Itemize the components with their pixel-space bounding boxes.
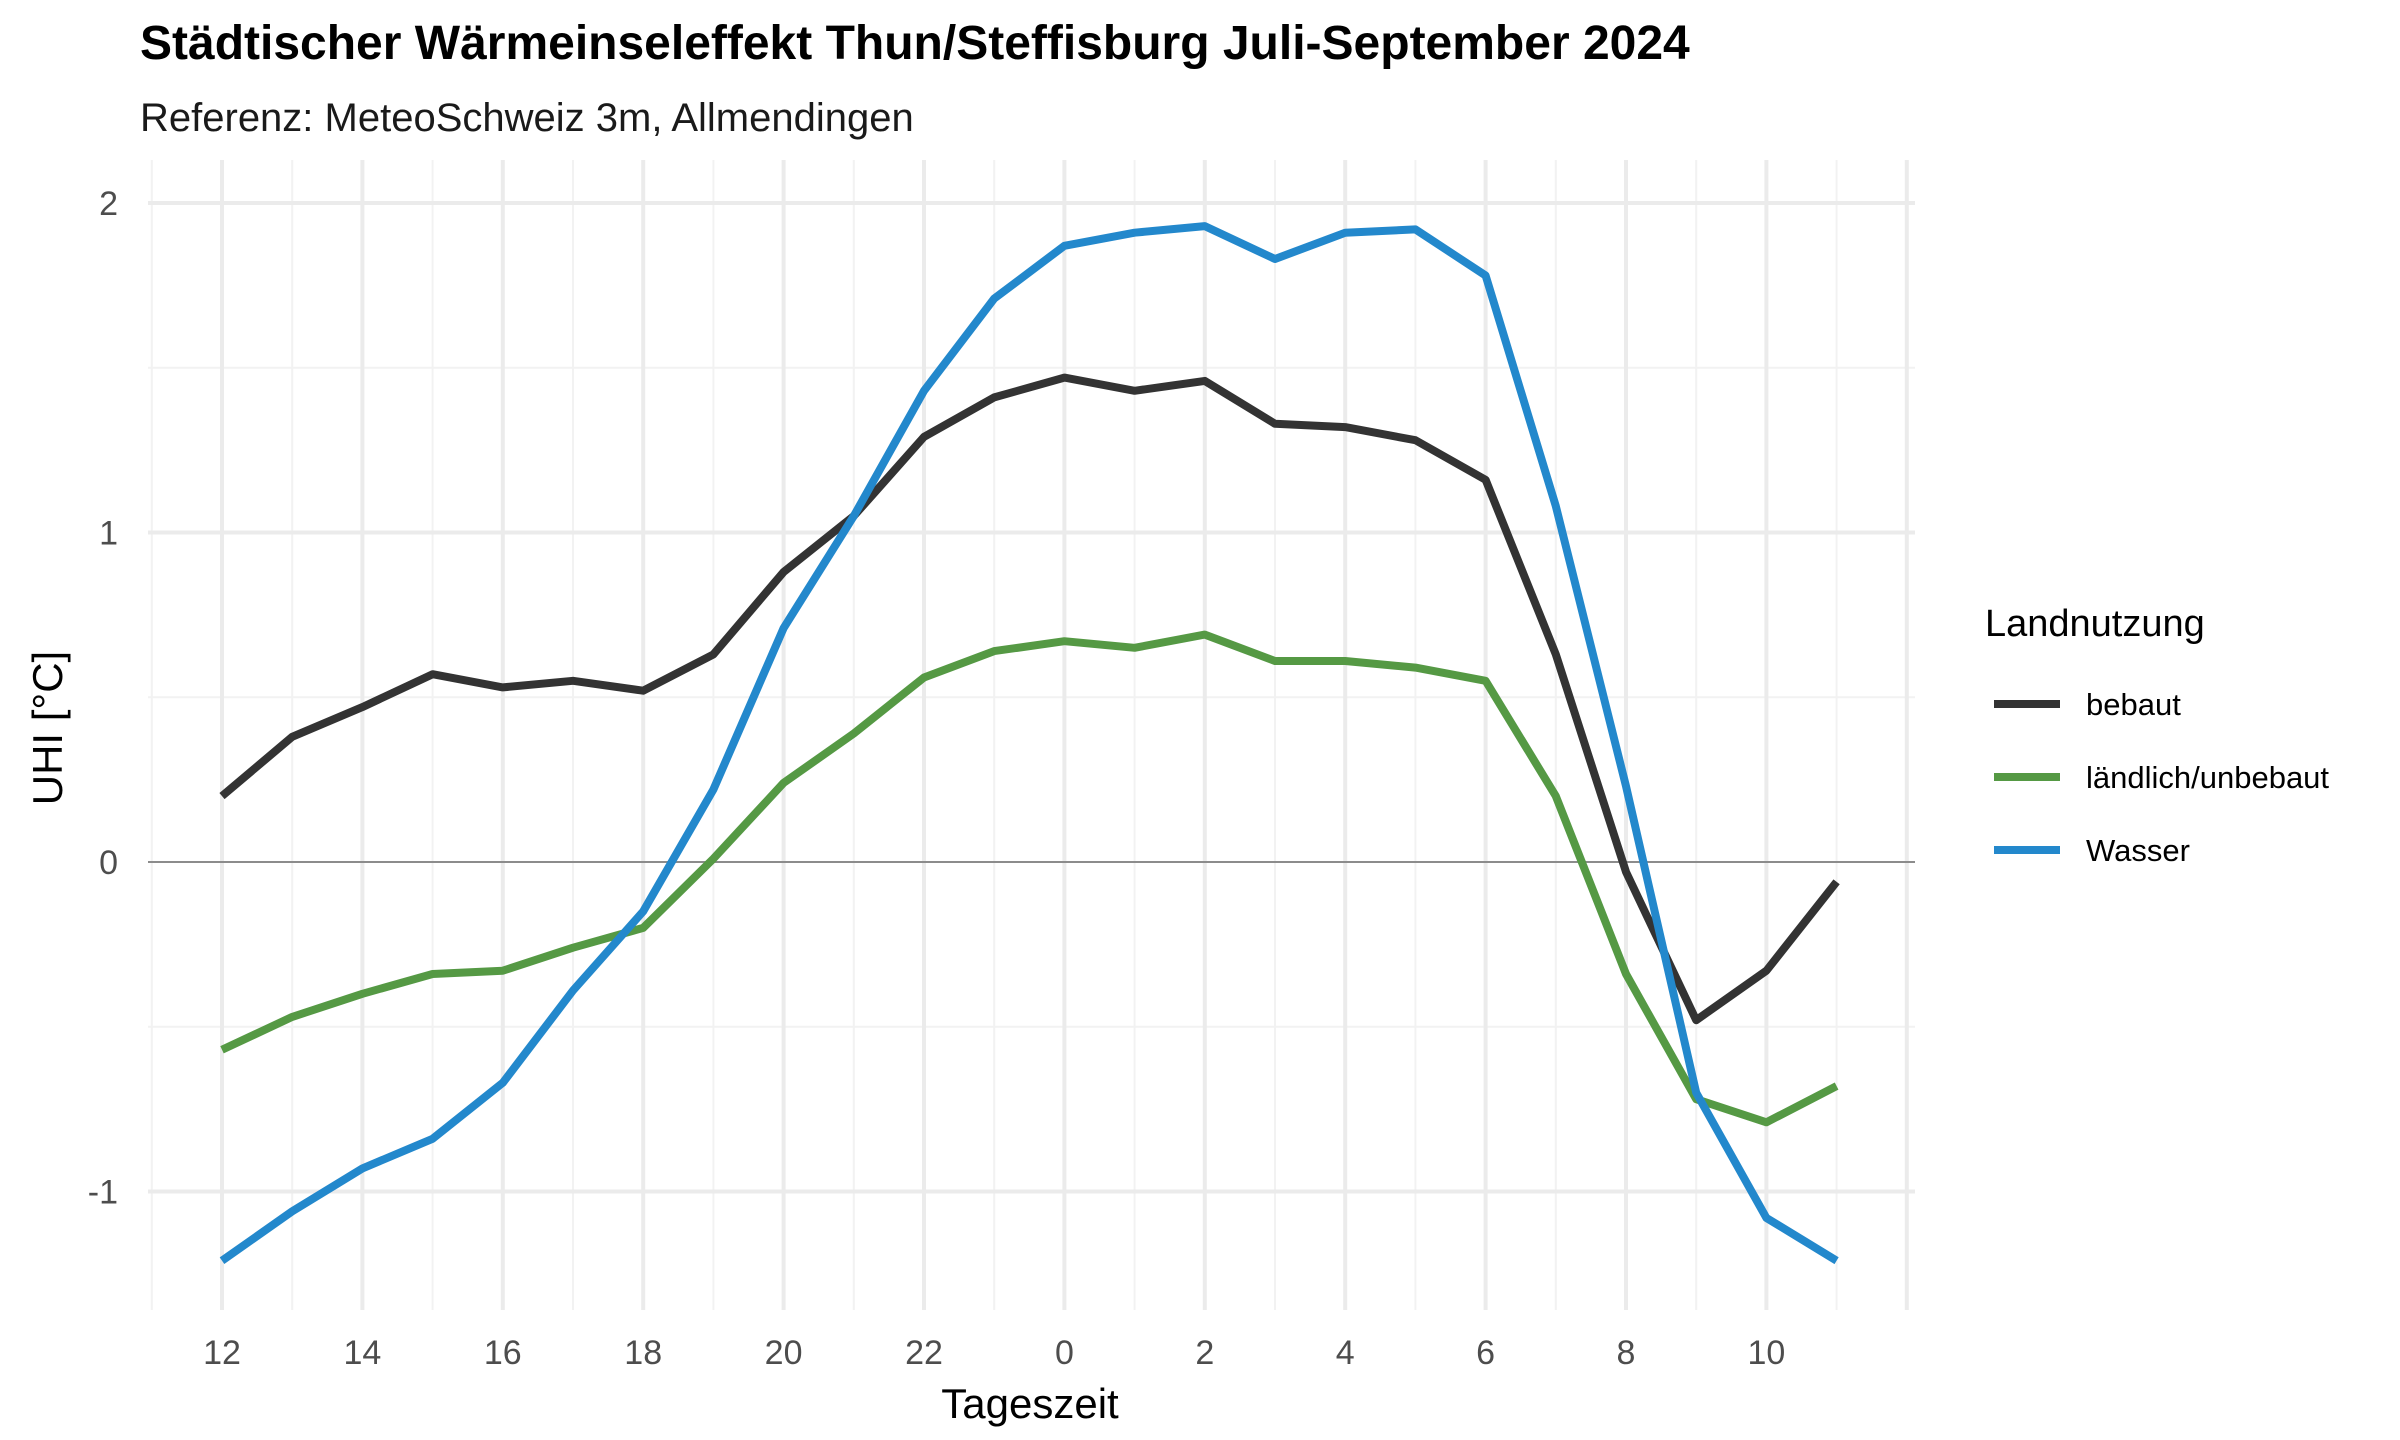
x-tick-label: 6 (1476, 1334, 1495, 1372)
legend-title: Landnutzung (1985, 603, 2205, 645)
grid-major (148, 160, 1915, 1310)
legend-label-1: ländlich/unbebaut (2086, 760, 2329, 795)
legend-item-1: ländlich/unbebaut (1994, 760, 2329, 795)
x-tick-label: 20 (765, 1334, 803, 1372)
series-lines (219, 222, 1840, 1265)
y-axis-title: UHI [°C] (24, 651, 71, 805)
x-tick-label: 2 (1195, 1334, 1214, 1372)
x-tick-label: 16 (484, 1334, 522, 1372)
y-tick-label: 2 (99, 185, 118, 223)
x-tick-label: 18 (624, 1334, 662, 1372)
y-axis-tick-labels: -1 0 1 2 (88, 185, 118, 1212)
x-axis-title: Tageszeit (941, 1380, 1119, 1427)
x-tick-label: 4 (1336, 1334, 1355, 1372)
legend-item-2: Wasser (1994, 833, 2190, 868)
legend: Landnutzung bebaut ländlich/unbebaut Wasse… (1985, 603, 2329, 868)
x-tick-label: 8 (1617, 1334, 1636, 1372)
x-tick-label: 0 (1055, 1334, 1074, 1372)
x-tick-label: 12 (203, 1334, 241, 1372)
chart-subtitle: Referenz: MeteoSchweiz 3m, Allmendingen (140, 96, 914, 140)
y-tick-label: 0 (99, 844, 118, 882)
y-tick-label: 1 (99, 515, 118, 553)
y-tick-label: -1 (88, 1174, 118, 1212)
series-line-2 (219, 222, 1839, 1265)
grid-minor (148, 160, 1915, 1310)
chart-title: Städtischer Wärmeinseleffekt Thun/Steffi… (140, 17, 1690, 70)
legend-label-2: Wasser (2086, 833, 2190, 868)
x-tick-label: 14 (343, 1334, 381, 1372)
legend-item-0: bebaut (1994, 687, 2181, 722)
series-line-1 (220, 630, 1839, 1127)
x-tick-label: 22 (905, 1334, 943, 1372)
x-axis-tick-labels: 12 14 16 18 20 22 0 2 4 6 8 10 (203, 1334, 1785, 1372)
x-tick-label: 10 (1747, 1334, 1785, 1372)
legend-label-0: bebaut (2086, 687, 2181, 722)
series-line-0 (219, 373, 1840, 1025)
